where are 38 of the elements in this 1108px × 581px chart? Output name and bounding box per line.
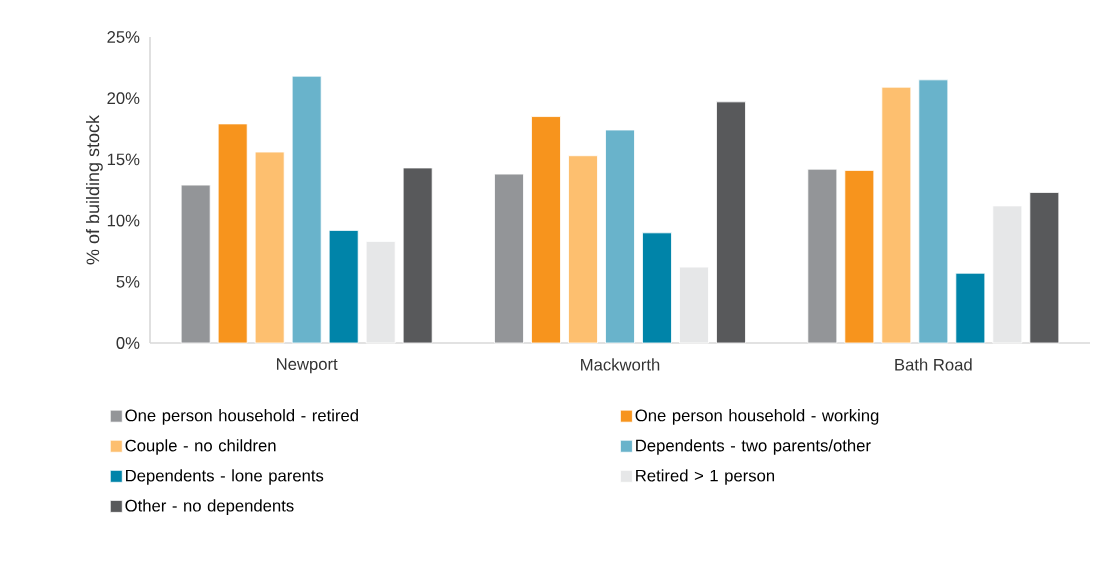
bar bbox=[1029, 192, 1060, 344]
legend-label: One person household - working bbox=[635, 409, 879, 425]
y-tick-label: 10% bbox=[107, 214, 140, 227]
x-tick-label: Mackworth bbox=[581, 358, 660, 371]
x-tick-label: Newport bbox=[277, 358, 338, 374]
y-tick-label: 15% bbox=[107, 153, 140, 166]
y-tick-label: 5% bbox=[116, 275, 140, 288]
y-tick-label: 20% bbox=[107, 92, 140, 105]
bar bbox=[679, 266, 709, 344]
bar bbox=[807, 168, 838, 344]
bar bbox=[291, 75, 322, 344]
legend-label: Dependents - lone parents bbox=[126, 469, 324, 485]
bar bbox=[217, 123, 248, 344]
bar bbox=[605, 129, 635, 344]
legend-label: Couple - no children bbox=[125, 439, 276, 455]
bar bbox=[716, 101, 746, 344]
bar bbox=[881, 86, 912, 344]
bar bbox=[568, 155, 598, 344]
bar bbox=[254, 151, 285, 344]
bar bbox=[918, 79, 949, 344]
bar bbox=[531, 116, 561, 344]
bar bbox=[402, 167, 433, 344]
legend-label: Retired > 1 person bbox=[636, 469, 775, 485]
bar bbox=[180, 184, 211, 344]
y-tick-label: 25% bbox=[107, 31, 140, 43]
y-axis-title: % of building stock bbox=[86, 114, 103, 265]
bar bbox=[844, 170, 875, 344]
legend-label: One person household - retired bbox=[125, 409, 358, 425]
bar bbox=[992, 205, 1023, 344]
x-tick-label: Bath Road bbox=[895, 358, 972, 371]
bar bbox=[494, 173, 524, 344]
legend-label: Other - no dependents bbox=[125, 499, 294, 515]
bar bbox=[955, 272, 986, 344]
y-tick-label: 0% bbox=[116, 337, 140, 349]
bar bbox=[365, 241, 396, 344]
bar bbox=[328, 229, 359, 344]
bar bbox=[642, 232, 672, 344]
legend-label: Dependents - two parents/other bbox=[636, 439, 871, 455]
